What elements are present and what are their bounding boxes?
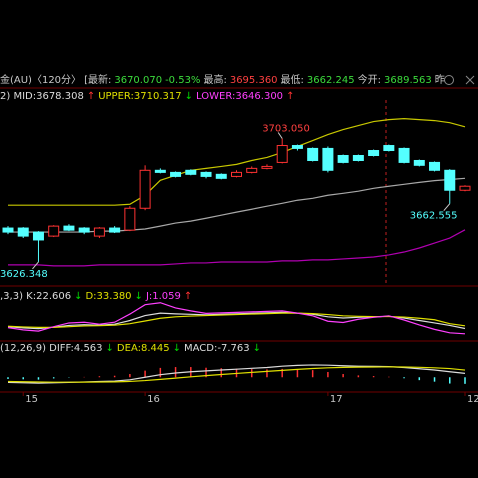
text-token: ↑ [286, 91, 294, 102]
candle-body [124, 207, 136, 231]
text-token: 昨 [435, 74, 445, 86]
text-token: 3670.070 [114, 75, 162, 86]
text-token: MACD:-7.763 [184, 343, 250, 354]
text-token: -0.53% [165, 75, 200, 86]
indicator-line [8, 229, 466, 267]
x-tick-label: 120 [467, 394, 478, 405]
indicator-line [7, 302, 466, 335]
text-token: ↓ [173, 343, 181, 354]
annotation-arrow [277, 132, 283, 139]
candle-body [17, 227, 29, 237]
text-token: 金(AU)〈120分〉 [0, 73, 81, 86]
candle-body [63, 225, 75, 231]
text-token: ↓ [106, 343, 114, 354]
text-token: ↑ [87, 91, 95, 102]
candle-body [78, 227, 90, 233]
x-tick-label: 16 [147, 394, 160, 405]
indicator-line [8, 118, 466, 206]
candle-body [261, 165, 273, 169]
text-token: [最新: [84, 73, 111, 86]
text-token: ↑ [184, 291, 192, 302]
macd-text: (12,26,9) DIFF:4.563 ↓ DEA:8.445 ↓ MACD:-7.7… [0, 343, 261, 354]
candle-body [48, 225, 60, 237]
candle-body [398, 147, 410, 163]
candle-body [291, 145, 303, 149]
text-token: (12,26,9) DIFF:4.563 [0, 343, 103, 354]
text-token: 今开: [358, 73, 381, 86]
candle-body [352, 155, 364, 161]
candle-body [383, 145, 395, 152]
x-tick-label: 15 [25, 394, 38, 405]
candle-body [185, 169, 197, 175]
header-text: 金(AU)〈120分〉 [最新: 3670.070 -0.53% 最高: 3695.360… [0, 73, 445, 86]
text-token: DEA:8.445 [117, 343, 170, 354]
text-token: 最低: [281, 73, 304, 86]
candle-body [231, 171, 242, 177]
text-token: 3695.360 [230, 75, 278, 86]
annotation-label: 3626.348 [0, 269, 48, 280]
annotation-arrow [443, 203, 451, 211]
candle-body [2, 227, 14, 233]
text-token: ,3,3) K:22.606 [0, 291, 71, 302]
settings-icon[interactable] [444, 75, 454, 85]
text-token: J:1.059 [145, 291, 181, 302]
text-token: D:33.380 [85, 291, 131, 302]
candle-body [413, 159, 425, 166]
close-icon[interactable] [465, 75, 475, 85]
text-token: 3662.245 [307, 75, 355, 86]
text-token: ↓ [253, 343, 261, 354]
candle-body [444, 169, 456, 191]
candle-body [368, 150, 380, 157]
candle-body [109, 227, 121, 233]
candle-body [459, 185, 471, 191]
candle-body [170, 171, 182, 177]
text-token: ↓ [74, 291, 82, 302]
candle-body [154, 169, 166, 173]
text-token: 2) MID:3678.308 [0, 91, 84, 102]
indicator-line [7, 366, 466, 383]
annotation-arrow [32, 261, 39, 270]
x-tick-label: 17 [330, 394, 343, 405]
text-token: UPPER:3710.317 [98, 91, 181, 102]
text-token: ↓ [135, 291, 143, 302]
indicator-line [7, 312, 466, 329]
candle-body [32, 231, 44, 241]
annotation-label: 3703.050 [262, 124, 310, 135]
text-token: ↓ [185, 91, 193, 102]
candle-body [200, 171, 212, 177]
text-token: 3689.563 [384, 75, 432, 86]
text-token: LOWER:3646.300 [196, 91, 283, 102]
text-token: 最高: [203, 73, 226, 86]
candle-body [139, 169, 151, 209]
candle-body [307, 147, 319, 161]
annotation-label: 3662.555 [410, 211, 458, 222]
kdj-text: ,3,3) K:22.606 ↓ D:33.380 ↓ J:1.059 ↑ [0, 291, 192, 302]
candle-body [322, 147, 334, 171]
boll-text: 2) MID:3678.308 ↑ UPPER:3710.317 ↓ LOWER:364… [0, 91, 294, 102]
candle-body [337, 155, 349, 163]
candle-body [276, 145, 288, 163]
candle-body [93, 227, 105, 237]
candle-body [429, 161, 441, 171]
candle-body [215, 173, 227, 179]
candle-body [246, 167, 258, 173]
